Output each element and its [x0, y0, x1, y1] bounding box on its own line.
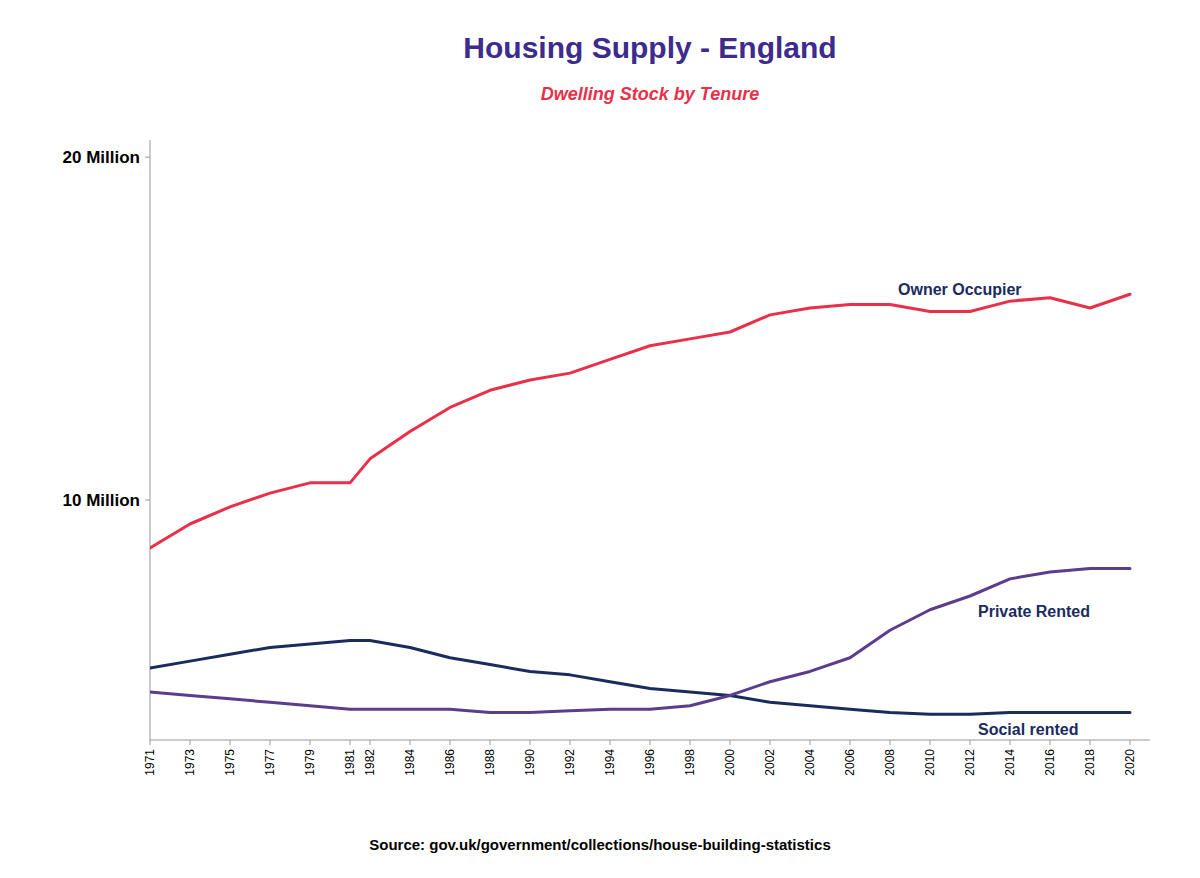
x-tick [850, 740, 851, 745]
x-tick-label: 2018 [1083, 749, 1097, 776]
x-tick-label: 1996 [643, 749, 657, 776]
x-tick-label: 2020 [1123, 749, 1137, 776]
x-tick [1050, 740, 1051, 745]
x-tick-label: 2000 [723, 749, 737, 776]
x-tick [490, 740, 491, 745]
x-tick-label: 1988 [483, 749, 497, 776]
subtitle: Dwelling Stock by Tenure [541, 84, 759, 104]
x-tick [930, 740, 931, 745]
x-tick [270, 740, 271, 745]
x-tick [450, 740, 451, 745]
x-tick-label: 1977 [263, 749, 277, 776]
x-tick-label: 1984 [403, 749, 417, 776]
x-tick [370, 740, 371, 745]
x-tick-label: 2014 [1003, 749, 1017, 776]
x-tick [310, 740, 311, 745]
y-tick [145, 500, 150, 501]
x-tick [230, 740, 231, 745]
x-tick [570, 740, 571, 745]
source: Source: gov.uk/government/collections/ho… [369, 836, 830, 853]
x-tick-label: 2012 [963, 749, 977, 776]
background [0, 0, 1200, 878]
x-tick-label: 1998 [683, 749, 697, 776]
series-label: Owner Occupier [898, 281, 1022, 298]
x-tick [190, 740, 191, 745]
x-tick-label: 1981 [343, 749, 357, 776]
x-tick [1130, 740, 1131, 745]
x-tick-label: 2008 [883, 749, 897, 776]
title: Housing Supply - England [463, 31, 836, 64]
y-tick-label: 20 Million [63, 148, 140, 167]
series-line [150, 294, 1130, 548]
x-tick [690, 740, 691, 745]
x-tick-label: 1994 [603, 749, 617, 776]
y-tick-label: 10 Million [63, 491, 140, 510]
series-label: Social rented [978, 721, 1078, 738]
x-tick-label: 2016 [1043, 749, 1057, 776]
x-tick [1010, 740, 1011, 745]
x-tick [150, 740, 151, 745]
x-tick [1090, 740, 1091, 745]
x-tick-label: 1973 [183, 749, 197, 776]
x-tick [970, 740, 971, 745]
x-tick [410, 740, 411, 745]
x-tick [810, 740, 811, 745]
x-tick-label: 2002 [763, 749, 777, 776]
x-tick-label: 1986 [443, 749, 457, 776]
x-tick [770, 740, 771, 745]
x-tick-label: 1982 [363, 749, 377, 776]
x-tick [730, 740, 731, 745]
series-line [150, 569, 1130, 713]
x-tick-label: 2010 [923, 749, 937, 776]
y-tick [145, 157, 150, 158]
y-axis-line [150, 140, 151, 740]
x-tick-label: 1992 [563, 749, 577, 776]
x-tick-label: 2004 [803, 749, 817, 776]
chart: Housing Supply - England Dwelling Stock b… [0, 0, 1200, 878]
x-tick [530, 740, 531, 745]
x-tick-label: 2006 [843, 749, 857, 776]
series-label: Private Rented [978, 603, 1090, 620]
x-tick-label: 1979 [303, 749, 317, 776]
x-tick [350, 740, 351, 745]
x-tick-label: 1990 [523, 749, 537, 776]
x-tick-label: 1975 [223, 749, 237, 776]
x-tick [890, 740, 891, 745]
plot-area [150, 294, 1130, 714]
axes: 10 Million 20 Million 1971 1973 1975 1977 1979… [63, 140, 1150, 776]
x-tick [610, 740, 611, 745]
x-tick-label: 1971 [143, 749, 157, 776]
x-tick [650, 740, 651, 745]
